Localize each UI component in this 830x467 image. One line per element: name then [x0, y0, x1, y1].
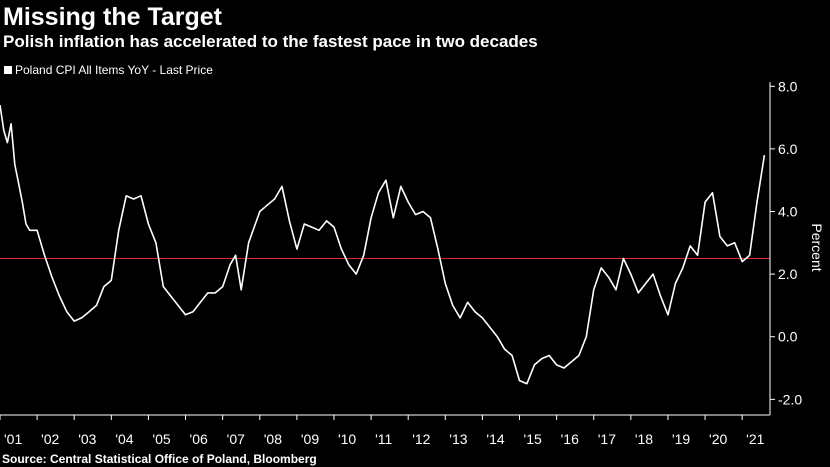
x-tick-label: '11	[375, 431, 392, 447]
y-tick-label: -2.0	[778, 391, 802, 407]
y-tick-label: 0.0	[778, 329, 798, 345]
x-tick-label: '06	[190, 431, 208, 447]
x-tick-label: '10	[338, 431, 356, 447]
axis-layer: -2.0 0.0 2.0 4.0 6.0 8.0 Percent '01 '02 '03 '04 '0…	[0, 78, 825, 447]
y-tick-label: 4.0	[778, 203, 798, 219]
legend-swatch	[4, 66, 12, 74]
x-tick-label: '21	[746, 431, 764, 447]
series-layer	[0, 104, 766, 385]
y-tick-label: 2.0	[778, 266, 798, 282]
x-tick-label: '12	[412, 431, 430, 447]
x-tick-label: '20	[709, 431, 727, 447]
x-tick-label: '01	[4, 431, 22, 447]
x-tick-label: '09	[301, 431, 319, 447]
source-note: Source: Central Statistical Office of Po…	[2, 452, 317, 466]
chart-title: Missing the Target	[3, 3, 223, 31]
chart-subtitle: Polish inflation has accelerated to the …	[3, 32, 538, 51]
x-tick-label: '08	[264, 431, 282, 447]
x-tick-label: '19	[672, 431, 690, 447]
x-tick-label: '14	[486, 431, 504, 447]
x-tick-label: '18	[635, 431, 653, 447]
y-tick-label: 6.0	[778, 141, 798, 157]
legend-label: Poland CPI All Items YoY - Last Price	[15, 63, 213, 77]
x-tick-label: '07	[227, 431, 245, 447]
x-tick-label: '16	[561, 431, 579, 447]
x-tick-label: '15	[524, 431, 542, 447]
x-tick-label: '03	[78, 431, 96, 447]
x-tick-label: '13	[449, 431, 467, 447]
x-tick-label: '02	[41, 431, 59, 447]
x-tick-label: '04	[115, 431, 133, 447]
x-tick-label: '05	[152, 431, 170, 447]
y-axis-label: Percent	[809, 223, 825, 271]
legend: Poland CPI All Items YoY - Last Price	[4, 63, 213, 77]
x-tick-label: '17	[598, 431, 616, 447]
series-line	[0, 104, 766, 385]
y-tick-label: 8.0	[778, 78, 798, 94]
